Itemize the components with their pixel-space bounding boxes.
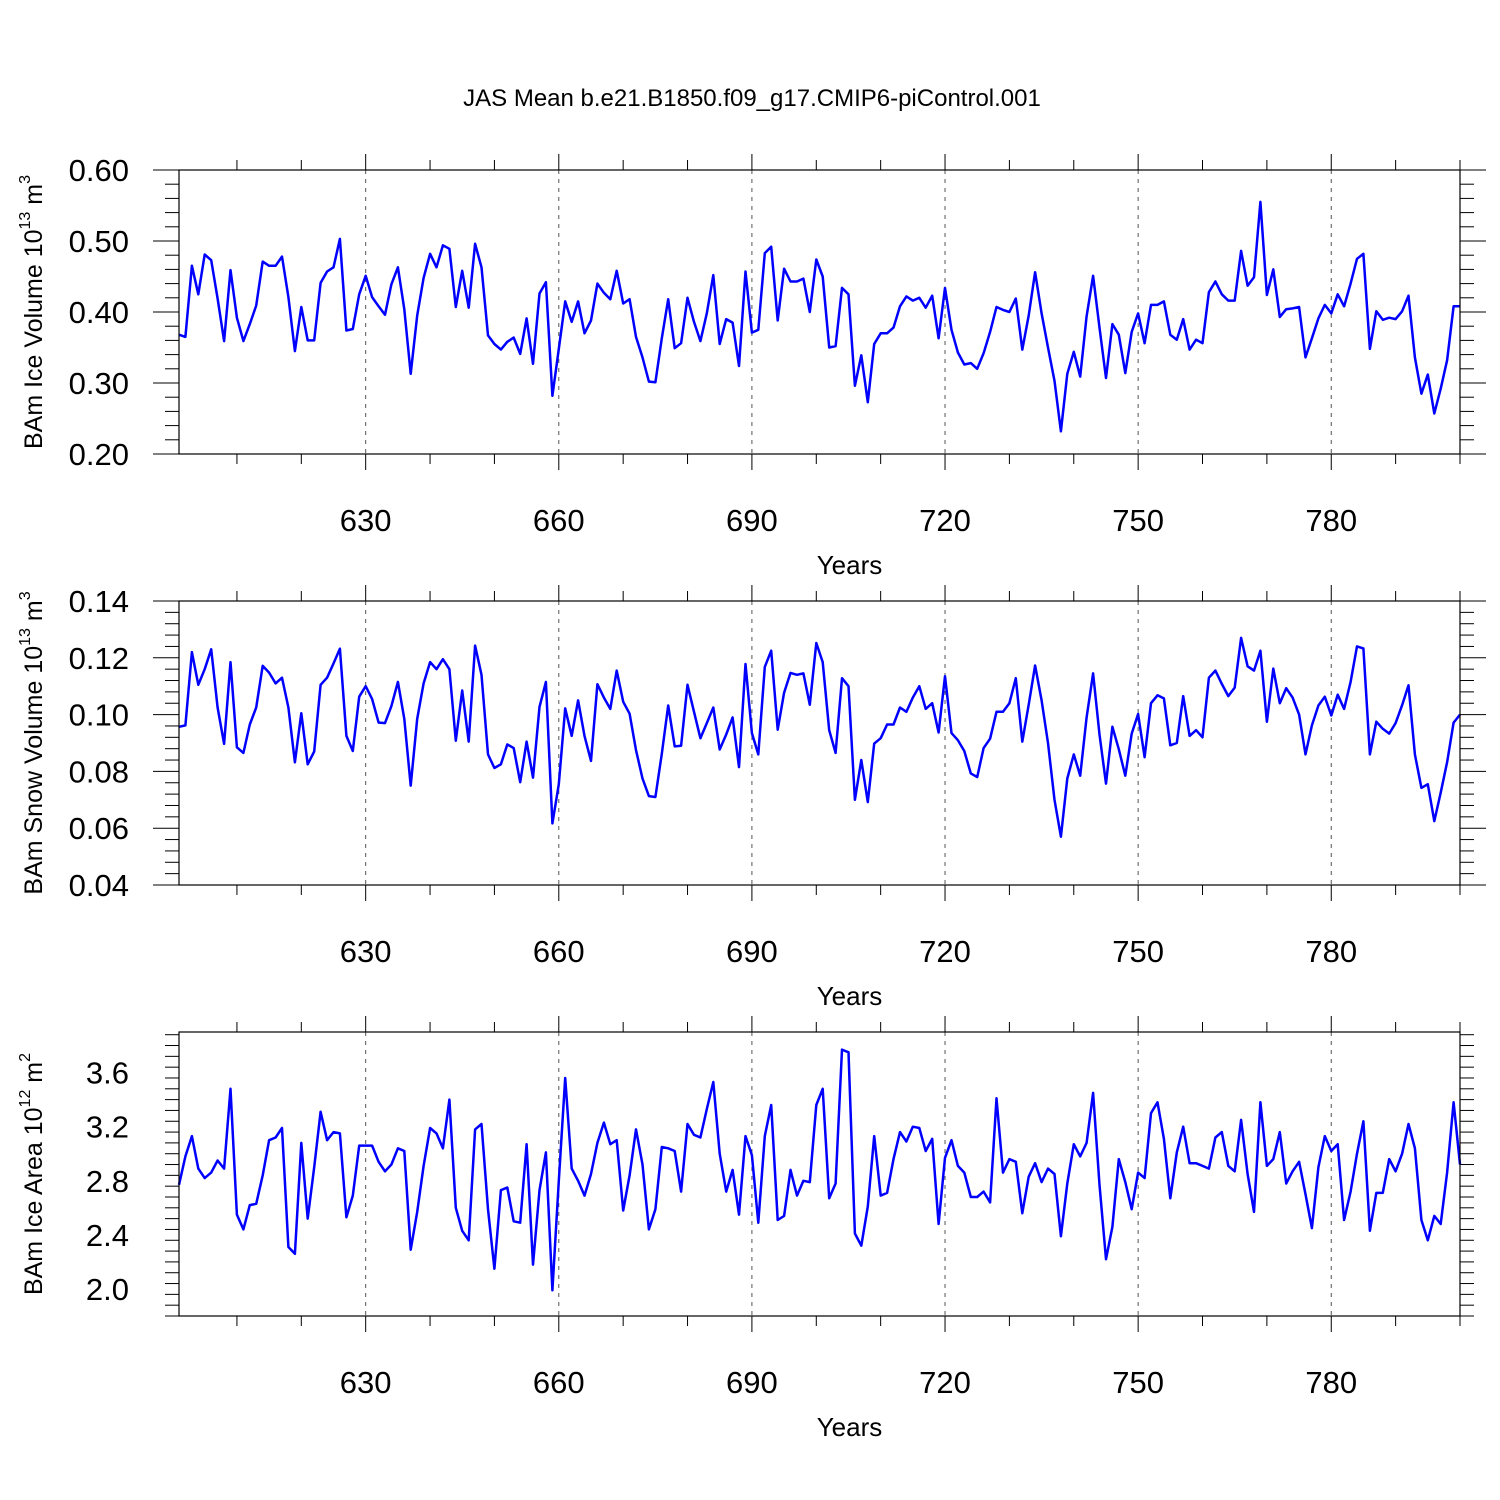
x-tick-label: 720 xyxy=(919,503,971,538)
y-tick-label: 0.50 xyxy=(69,224,129,259)
panel-ice-volume: 0.20 0.30 0.40 0.50 0.60 630 660 690 720 750 780 Ye… xyxy=(17,153,1486,580)
plot-frame xyxy=(178,600,1461,886)
y-axis-label: BAm Snow Volume 1013 m3 xyxy=(17,591,48,894)
x-tick-label: 630 xyxy=(340,503,392,538)
series-line xyxy=(177,1048,1462,1292)
y-tick-label: 0.10 xyxy=(69,698,129,733)
x-tick-label: 750 xyxy=(1112,1365,1164,1400)
panel-ice-area: 2.0 2.4 2.8 3.2 3.6 630 660 690 720 750 780 Years BA… xyxy=(17,1016,1474,1442)
x-tick-label: 690 xyxy=(726,503,778,538)
y-tick-label: 2.4 xyxy=(86,1218,129,1253)
y-tick-label: 0.40 xyxy=(69,295,129,330)
y-tick-label: 0.04 xyxy=(69,868,129,903)
y-tick-label: 0.60 xyxy=(69,153,129,188)
y-tick-label: 0.06 xyxy=(69,811,129,846)
x-tick-label: 690 xyxy=(726,1365,778,1400)
x-axis-label: Years xyxy=(817,1412,883,1442)
y-tick-label: 3.6 xyxy=(86,1056,129,1091)
plot-frame xyxy=(178,169,1461,455)
y-tick-label: 0.12 xyxy=(69,641,129,676)
series-line xyxy=(178,200,1460,433)
y-axis-label: BAm Ice Volume 1013 m3 xyxy=(17,175,48,449)
y-axis-label: BAm Ice Area 1012 m2 xyxy=(17,1053,48,1295)
x-tick-label: 750 xyxy=(1112,503,1164,538)
x-tick-label: 630 xyxy=(340,1365,392,1400)
chart-title: JAS Mean b.e21.B1850.f09_g17.CMIP6-piCon… xyxy=(463,85,1041,112)
y-tick-label: 0.20 xyxy=(69,437,129,472)
y-tick-label: 0.08 xyxy=(69,754,129,789)
y-tick-label: 2.0 xyxy=(86,1272,129,1307)
x-tick-label: 660 xyxy=(533,934,585,969)
x-axis-label: Years xyxy=(817,981,883,1011)
y-tick-label: 3.2 xyxy=(86,1110,129,1145)
y-tick-label: 0.14 xyxy=(69,584,129,619)
series-line xyxy=(178,636,1461,838)
y-tick-label: 0.30 xyxy=(69,366,129,401)
x-tick-label: 720 xyxy=(919,1365,971,1400)
panel-snow-volume: 0.04 0.06 0.08 0.10 0.12 0.14 630 660 690 720 750 7… xyxy=(17,584,1486,1011)
x-tick-label: 780 xyxy=(1305,934,1357,969)
x-tick-label: 690 xyxy=(726,934,778,969)
x-tick-label: 780 xyxy=(1305,503,1357,538)
x-tick-label: 660 xyxy=(533,503,585,538)
x-tick-label: 750 xyxy=(1112,934,1164,969)
x-tick-label: 780 xyxy=(1305,1365,1357,1400)
x-tick-label: 720 xyxy=(919,934,971,969)
x-tick-label: 660 xyxy=(533,1365,585,1400)
plot-frame xyxy=(178,1031,1461,1317)
x-axis-label: Years xyxy=(817,550,883,580)
y-tick-label: 2.8 xyxy=(86,1164,129,1199)
x-tick-label: 630 xyxy=(340,934,392,969)
